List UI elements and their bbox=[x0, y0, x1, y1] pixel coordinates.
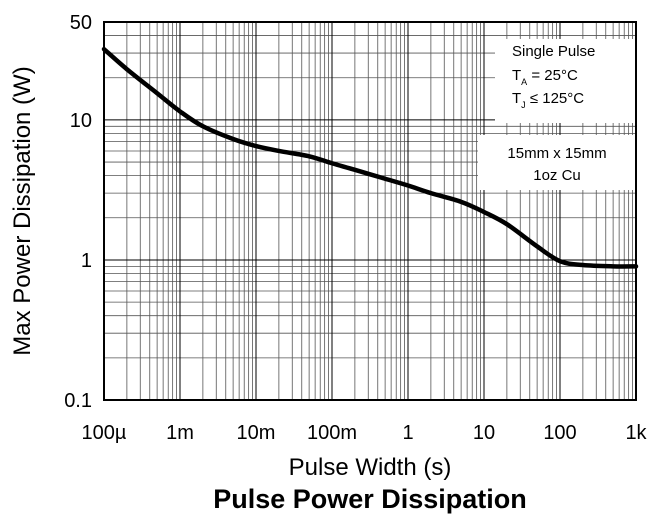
y-tick-label: 1 bbox=[81, 250, 92, 272]
x-tick-label: 1k bbox=[625, 422, 647, 444]
ambient-temp-label: TA = 25°C bbox=[512, 67, 578, 87]
y-tick-label: 10 bbox=[70, 110, 92, 132]
copper-size-label: 15mm x 15mm bbox=[507, 145, 606, 162]
copper-weight-label: 1oz Cu bbox=[533, 167, 581, 184]
copper-area-annotation: 15mm x 15mm 1oz Cu bbox=[478, 135, 636, 190]
x-tick-labels: 100µ 1m 10m 100m 1 10 100 1k bbox=[82, 422, 648, 444]
x-tick-label: 100µ bbox=[82, 422, 127, 444]
series-line-0 bbox=[101, 46, 639, 269]
y-tick-label: 50 bbox=[70, 12, 92, 34]
series-layer bbox=[101, 46, 639, 269]
x-tick-label: 1 bbox=[402, 422, 413, 444]
x-tick-label: 100 bbox=[543, 422, 576, 444]
x-tick-label: 10 bbox=[473, 422, 495, 444]
junction-temp-label: TJ ≤ 125°C bbox=[512, 90, 584, 110]
y-tick-labels: 0.1 1 10 50 bbox=[64, 12, 92, 412]
x-tick-label: 1m bbox=[166, 422, 194, 444]
x-axis-label: Pulse Width (s) bbox=[289, 454, 452, 481]
single-pulse-annotation: Single Pulse TA = 25°C TJ ≤ 125°C bbox=[495, 39, 636, 123]
x-tick-label: 100m bbox=[307, 422, 357, 444]
y-tick-label: 0.1 bbox=[64, 390, 92, 412]
copper-area-box bbox=[478, 135, 636, 190]
x-tick-label: 10m bbox=[237, 422, 276, 444]
plot-frame bbox=[103, 21, 637, 401]
single-pulse-label: Single Pulse bbox=[512, 43, 595, 60]
single-pulse-box bbox=[495, 39, 636, 123]
y-axis-label: Max Power Dissipation (W) bbox=[9, 66, 36, 355]
chart-title: Pulse Power Dissipation bbox=[213, 484, 527, 514]
